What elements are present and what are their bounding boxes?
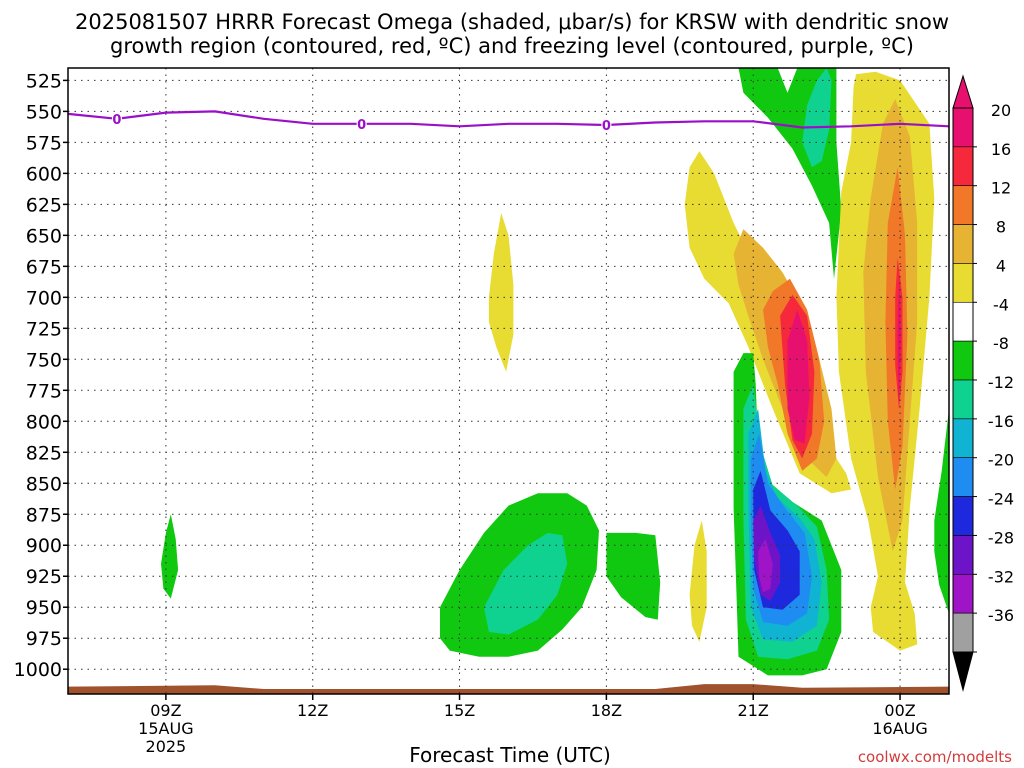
freezing-level-line [67,110,950,129]
omega-shaded-fields [68,68,949,694]
y-tick-label: 650 [26,225,62,247]
terrain-strip [68,684,949,694]
colorbar-swatch [952,418,974,459]
colorbar-swatch [952,263,974,303]
y-tick-label: 850 [26,473,62,495]
colorbar-swatch [952,612,974,653]
y-axis: 525 550 575 600 625 650 675 700 725 750 775 800 825 8… [14,70,68,681]
omega-region-25 [758,539,773,593]
colorbar-swatch [952,146,974,187]
freezing-level-contour: 0 0 0 [67,110,950,134]
y-tick-label: 975 [26,628,62,650]
colorbar: 20 16 12 8 4 -4 -8 -12 -16 -20 -24 -28 -32 -36 [952,74,1014,692]
freezing-level-label-bg [601,118,612,133]
colorbar-label: 12 [991,179,1011,198]
colorbar-label: 20 [991,101,1011,120]
plot-frame [67,67,950,695]
colorbar-swatch [952,496,974,536]
colorbar-swatch [952,535,974,575]
y-tick-label: 625 [26,194,62,216]
x-tick-label: 00Z [884,701,915,720]
y-tick-label: 725 [26,318,62,340]
y-tick-label: 925 [26,566,62,588]
colorbar-swatch [952,340,974,381]
colorbar-swatch [952,224,974,264]
colorbar-label: 16 [991,140,1011,159]
y-tick-label: 825 [26,442,62,464]
x-tick-label: 18Z [591,701,622,720]
omega-region-18 [934,408,949,614]
y-tick-label: 875 [26,504,62,526]
x-tick-label: 12Z [297,701,328,720]
colorbar-label: -12 [988,373,1014,392]
freezing-level-label: 0 [357,118,366,133]
x-tick-label: 21Z [738,701,769,720]
credit-label: coolwx.com/modelts [858,748,1012,766]
y-tick-label: 1000 [14,659,62,681]
colorbar-label: -4 [993,295,1009,314]
omega-region-17 [897,272,901,409]
colorbar-label: -8 [993,334,1009,353]
omega-region-1 [488,213,514,372]
y-tick-label: 525 [26,70,62,92]
freezing-level-label: 0 [602,119,611,134]
colorbar-label: -36 [988,606,1014,625]
y-tick-label: 775 [26,380,62,402]
colorbar-top-arrow [952,74,974,109]
colorbar-label: 8 [996,218,1006,237]
y-tick-label: 950 [26,597,62,619]
colorbar-swatch [952,457,974,497]
freezing-level-label-bg [356,116,367,131]
y-tick-label: 900 [26,535,62,557]
freezing-level-label: 0 [112,113,121,128]
colorbar-swatch [952,379,974,420]
colorbar-label: 4 [996,256,1006,275]
y-tick-label: 575 [26,132,62,154]
x-tick-label: 09Z [150,701,181,720]
colorbar-bottom-arrow [952,651,974,692]
colorbar-label: -24 [988,490,1014,509]
colorbar-swatch [952,573,974,614]
x-tick-label: 15Z [444,701,475,720]
x-axis-label: Forecast Time (UTC) [409,743,611,767]
colorbar-label: -28 [988,528,1014,547]
freezing-level-label-bg [111,111,122,126]
colorbar-swatch [952,301,974,342]
colorbar-label: -32 [988,567,1014,586]
y-tick-label: 750 [26,349,62,371]
y-tick-label: 600 [26,163,62,185]
omega-region-5 [689,520,707,642]
omega-region-0 [161,514,179,599]
y-tick-label: 675 [26,256,62,278]
x-tick-label: 15AUG [138,719,193,738]
chart-title-line2: growth region (contoured, red, ºC) and f… [110,34,914,58]
x-tick-label: 2025 [146,737,187,756]
x-tick-label: 16AUG [872,719,927,738]
colorbar-label: -20 [988,451,1014,470]
colorbar-label: -16 [988,412,1014,431]
omega-region-4 [606,532,661,620]
grid-lines [68,68,949,694]
y-tick-label: 800 [26,411,62,433]
omega-region-3 [484,532,568,635]
colorbar-swatch [952,185,974,225]
chart-title-line1: 2025081507 HRRR Forecast Omega (shaded, … [75,10,949,34]
colorbar-swatch [952,107,974,148]
omega-region-10 [787,309,810,444]
y-tick-label: 550 [26,101,62,123]
y-tick-label: 700 [26,287,62,309]
